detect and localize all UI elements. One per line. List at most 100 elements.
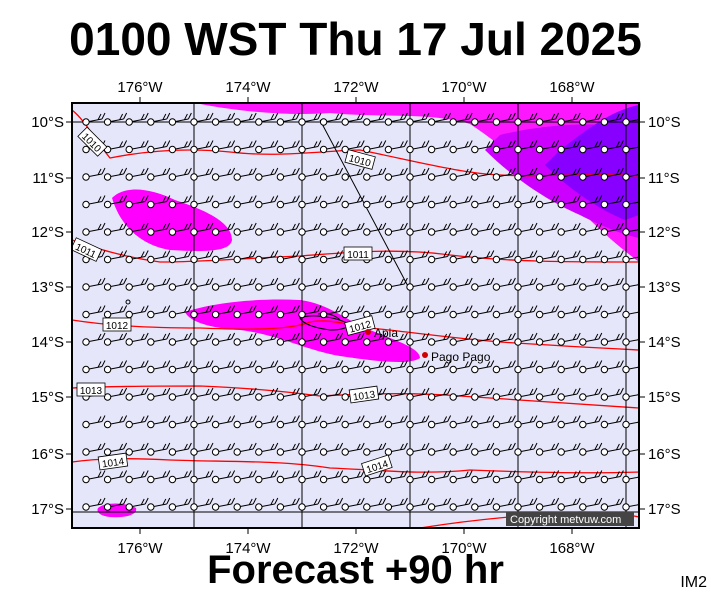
wind-barb	[125, 222, 149, 236]
wind-barb	[557, 332, 581, 346]
wind-barb	[168, 140, 192, 154]
wind-barb	[147, 250, 171, 264]
wind-barb	[103, 277, 128, 291]
isobar-label-text: 1013	[80, 386, 103, 397]
wind-barb	[147, 222, 171, 236]
wind-barb	[319, 360, 344, 374]
wind-barb	[427, 332, 452, 346]
wind-barb	[147, 497, 171, 511]
wind-barb	[276, 222, 300, 236]
isobar-label-text: 1013	[352, 389, 376, 403]
wind-barb	[427, 112, 452, 126]
wind-barb	[406, 497, 430, 511]
wind-barb	[190, 360, 214, 374]
wind-barb	[363, 112, 387, 126]
wind-barb	[579, 167, 603, 181]
wind-barb	[168, 195, 192, 209]
wind-barb	[211, 222, 236, 236]
wind-barb	[298, 470, 322, 484]
wind-barb	[103, 442, 128, 456]
wind-barb	[125, 332, 149, 346]
wind-barb	[535, 497, 560, 511]
wind-barb	[535, 112, 560, 126]
wind-barb	[514, 112, 538, 126]
wind-barb	[168, 470, 192, 484]
wind-barb	[557, 497, 581, 511]
wind-barb	[125, 167, 149, 181]
wind-barb	[276, 387, 300, 401]
wind-barb	[600, 360, 624, 374]
wind-barb	[82, 360, 106, 374]
wind-barb	[168, 112, 192, 126]
wind-barb	[363, 442, 387, 456]
wind-barb	[319, 332, 344, 346]
wind-barb	[298, 332, 322, 346]
wind-barb	[319, 112, 344, 126]
wind-barb	[384, 112, 408, 126]
wind-barb	[233, 442, 257, 456]
wind-barb	[363, 360, 387, 374]
wind-barb	[622, 391, 639, 401]
wind-barb	[557, 167, 581, 181]
wind-barb	[579, 277, 603, 291]
axis-ticks	[66, 97, 645, 534]
wind-barb	[406, 415, 430, 429]
wind-barb	[168, 415, 192, 429]
wind-barb	[341, 195, 365, 209]
wind-barb	[492, 332, 516, 346]
wind-barb	[384, 387, 408, 401]
wind-barb	[319, 387, 344, 401]
wind-barb	[557, 442, 581, 456]
wind-barb	[557, 112, 581, 126]
wind-barb	[103, 167, 128, 181]
wind-barb	[276, 195, 300, 209]
isobar-line-1010a	[72, 109, 639, 177]
wind-barb	[406, 442, 430, 456]
wind-barb	[384, 360, 408, 374]
wind-barb	[298, 442, 322, 456]
wind-barb	[147, 442, 171, 456]
wind-barb	[427, 497, 452, 511]
wind-barb	[514, 415, 538, 429]
wind-barb	[255, 415, 279, 429]
wind-barb	[190, 332, 214, 346]
wind-barb	[600, 277, 624, 291]
wind-barb	[211, 250, 236, 264]
city-markers: Apia Pago Pago	[365, 326, 491, 364]
wind-barb	[622, 364, 639, 374]
wind-barb	[384, 415, 408, 429]
wind-barb	[406, 140, 430, 154]
wind-barb	[514, 140, 538, 154]
wind-barb	[427, 442, 452, 456]
wind-barb	[471, 332, 495, 346]
isobar-label: 1011	[343, 246, 373, 261]
wind-barb	[82, 222, 106, 236]
lat-label-left: 15°S	[31, 389, 64, 406]
wind-barb	[211, 167, 236, 181]
wind-barb	[147, 470, 171, 484]
wind-barb	[147, 415, 171, 429]
wind-barb	[492, 167, 516, 181]
wind-barb	[600, 497, 624, 511]
wind-barb	[427, 195, 452, 209]
wind-barb	[190, 305, 214, 319]
wind-barb	[125, 470, 149, 484]
lat-label-left: 10°S	[31, 114, 64, 131]
isobar-line-1012	[72, 319, 639, 351]
wind-barb	[471, 360, 495, 374]
wind-barb	[190, 277, 214, 291]
wind-barb	[579, 415, 603, 429]
wind-barb	[384, 497, 408, 511]
wind-barb	[103, 360, 128, 374]
wind-barb	[363, 167, 387, 181]
wind-barb	[125, 195, 149, 209]
wind-barb	[233, 195, 257, 209]
wind-barb	[319, 222, 344, 236]
wind-barb	[471, 277, 495, 291]
wind-barb	[319, 277, 344, 291]
wind-barb	[600, 470, 624, 484]
wind-barb	[82, 195, 106, 209]
wind-barb	[233, 497, 257, 511]
wind-barb	[233, 305, 257, 319]
